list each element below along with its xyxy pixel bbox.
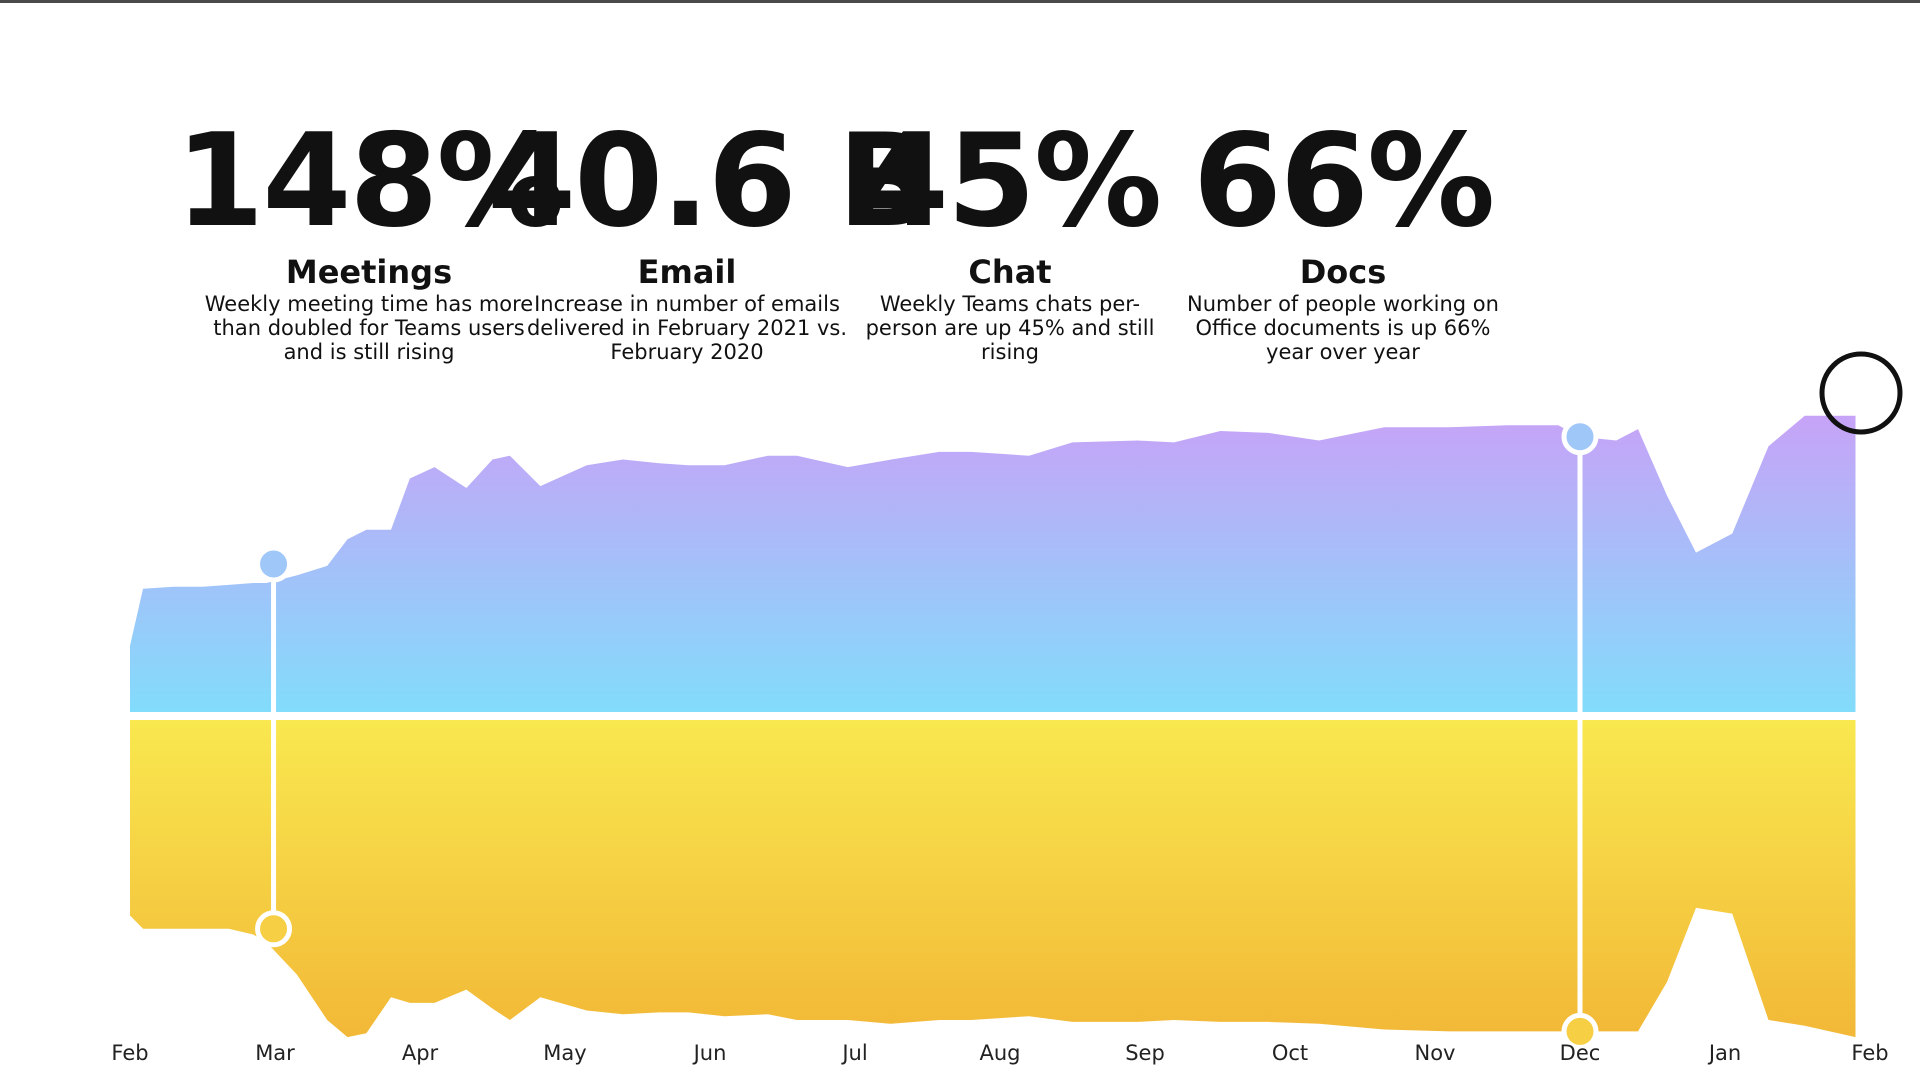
stat-name: Chat [968, 253, 1052, 291]
marker-dot-top [255, 545, 293, 583]
chart-areas [130, 415, 1856, 1038]
x-tick-label: Mar [255, 1041, 295, 1065]
x-tick-label: Jan [1707, 1041, 1741, 1065]
x-tick-label: Nov [1415, 1041, 1456, 1065]
stat-description: Increase in number of emails delivered i… [526, 292, 848, 364]
stat-description: Weekly Teams chats per-person are up 45%… [865, 292, 1155, 364]
marker-dot-bottom [1561, 1012, 1599, 1050]
x-tick-label: Jun [692, 1041, 727, 1065]
stat-description: Weekly meeting time has more than double… [204, 292, 534, 364]
stat-value: 40.6 B [487, 107, 935, 256]
marker-dot-bottom [255, 910, 293, 948]
x-tick-label: Oct [1272, 1041, 1308, 1065]
stat-email: 40.6 B Email Increase in number of email… [487, 107, 935, 365]
x-axis-ticks: Feb Mar Apr May Jun Jul Aug Sep Oct Nov Dec Jan Feb [111, 1041, 1888, 1065]
series-upper-area [130, 415, 1856, 712]
chart-markers [255, 418, 1599, 1050]
stat-description: Number of people working on Office docum… [1187, 292, 1499, 364]
x-tick-label: Dec [1560, 1041, 1601, 1065]
stats-header: 148% Meetings Weekly meeting time has mo… [0, 0, 1920, 380]
x-tick-label: Sep [1125, 1041, 1165, 1065]
x-tick-label: Jul [840, 1041, 867, 1065]
x-tick-label: May [543, 1041, 586, 1065]
stat-meetings: 148% Meetings Weekly meeting time has mo… [169, 107, 569, 365]
series-lower-area [130, 720, 1856, 1038]
stat-chat: 45% Chat Weekly Teams chats per-person a… [810, 107, 1210, 365]
marker-dot-top [1561, 418, 1599, 456]
stat-value: 66% [1192, 107, 1495, 256]
x-tick-label: Apr [402, 1041, 439, 1065]
stat-value: 148% [175, 107, 564, 256]
stat-value: 45% [859, 107, 1162, 256]
stat-docs: 66% Docs Number of people working on Off… [1143, 107, 1543, 365]
stat-name: Email [637, 253, 737, 291]
top-border-line [0, 0, 1920, 3]
x-tick-label: Aug [979, 1041, 1020, 1065]
stat-name: Docs [1299, 253, 1387, 291]
cursor-ring-icon [1819, 351, 1903, 435]
x-tick-label: Feb [1851, 1041, 1888, 1065]
stat-name: Meetings [285, 253, 453, 291]
x-tick-label: Feb [111, 1041, 148, 1065]
